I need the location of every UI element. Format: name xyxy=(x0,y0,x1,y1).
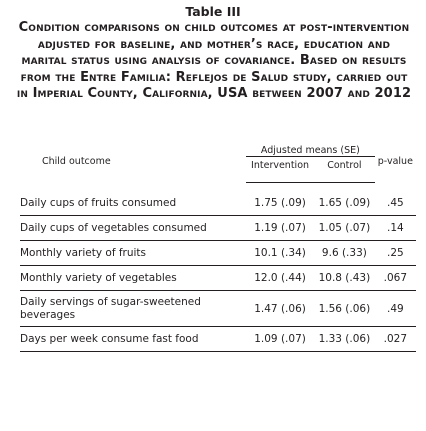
header-cell: Control xyxy=(314,156,375,183)
table-cell: .25 xyxy=(374,240,416,266)
header-cell: p-value xyxy=(377,155,413,167)
table-cell: .45 xyxy=(374,191,416,216)
table-cell: Daily cups of fruits consumed xyxy=(20,191,246,216)
table-row: Daily cups of vegetables consumed 1.19 (.… xyxy=(20,215,416,241)
table-cell: Monthly variety of vegetables xyxy=(20,265,246,291)
table-caption: Condition comparisons on child outcomes … xyxy=(16,20,412,102)
table-cell: 12.0 (.44) xyxy=(246,265,315,291)
table-cell: .14 xyxy=(374,215,416,241)
table-cell: Days per week consume fast food xyxy=(20,326,246,352)
table-label: Table III xyxy=(185,4,241,19)
table-row: Daily cups of fruits consumed 1.75 (.09) 1… xyxy=(20,191,416,216)
table-cell: .49 xyxy=(374,290,416,327)
table-cell: 1.75 (.09) xyxy=(246,191,315,216)
table-cell: 1.09 (.07) xyxy=(246,326,315,352)
header-cell: Intervention xyxy=(246,156,315,183)
table-row: Daily servings of sugar-sweetened bevera… xyxy=(20,290,416,327)
table-cell: 1.33 (.06) xyxy=(314,326,375,352)
table-row: Days per week consume fast food 1.09 (.07… xyxy=(20,326,416,352)
table-cell: .027 xyxy=(374,326,416,352)
header-cell: Adjusted means (SE) xyxy=(246,140,375,157)
table-cell: 1.47 (.06) xyxy=(246,290,315,327)
table-cell: .067 xyxy=(374,265,416,291)
table-cell: 1.19 (.07) xyxy=(246,215,315,241)
table-body: Daily cups of fruits consumed 1.75 (.09) 1… xyxy=(20,191,416,352)
table-row: Monthly variety of fruits 10.1 (.34) 9.6 (… xyxy=(20,240,416,266)
header-cell: Child outcome xyxy=(42,155,111,167)
table-cell: 9.6 (.33) xyxy=(314,240,375,266)
table-cell: 1.65 (.09) xyxy=(314,191,375,216)
table-cell: 10.8 (.43) xyxy=(314,265,375,291)
table-cell: 1.56 (.06) xyxy=(314,290,375,327)
table-cell: Monthly variety of fruits xyxy=(20,240,246,266)
table: Child outcome Adjusted means (SE) p-valu… xyxy=(20,140,416,352)
table-cell: 1.05 (.07) xyxy=(314,215,375,241)
table-cell: 10.1 (.34) xyxy=(246,240,315,266)
table-cell: Daily cups of vegetables consumed xyxy=(20,215,246,241)
table-cell: Daily servings of sugar-sweetened bevera… xyxy=(20,290,246,327)
table-row: Monthly variety of vegetables 12.0 (.44) 1… xyxy=(20,265,416,291)
